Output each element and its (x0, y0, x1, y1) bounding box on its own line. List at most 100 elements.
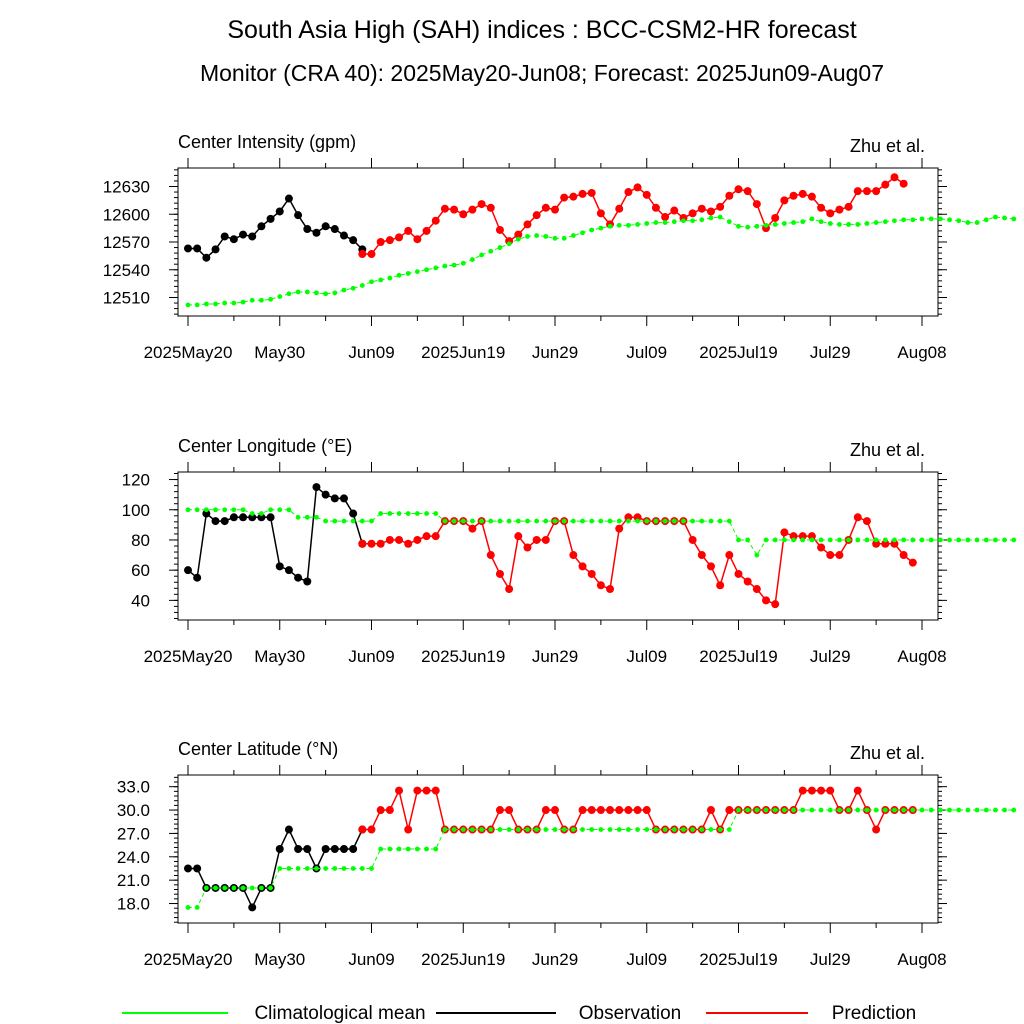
climatology-point (561, 235, 567, 241)
climatology-point (304, 514, 310, 520)
climatology-point (726, 219, 732, 225)
climatology-point (589, 518, 595, 524)
climatology-point (497, 245, 503, 250)
climatology-point (644, 221, 650, 226)
prediction-point (826, 786, 835, 795)
climatology-point (616, 827, 622, 832)
climatology-point (846, 222, 851, 227)
climatology-point (451, 827, 457, 832)
climatology-point (470, 257, 475, 262)
prediction-point (706, 562, 715, 571)
y-tick-label: 80 (131, 531, 150, 550)
climatology-point (561, 827, 567, 832)
climatology-point (424, 267, 429, 273)
climatology-point (259, 297, 264, 303)
prediction-point (606, 806, 615, 815)
climatology-point (671, 827, 677, 832)
x-tick-label: Jun09 (348, 343, 394, 362)
climatology-point (378, 511, 384, 516)
prediction-point (413, 535, 422, 544)
panel-title: Center Latitude (°N) (178, 739, 338, 759)
observation-point (321, 490, 330, 499)
climatology-point (332, 290, 338, 296)
chart-panel-1: Center Intensity (gpm) Zhu et al. 2025May2… (103, 132, 1017, 362)
climatology-point (626, 827, 631, 832)
prediction-point (413, 786, 422, 795)
observation-point (239, 513, 248, 522)
prediction-point (890, 173, 899, 182)
climatology-point (662, 827, 668, 832)
climatology-point (387, 511, 393, 516)
observation-point (248, 903, 257, 912)
prediction-point (835, 205, 844, 214)
prediction-point (853, 513, 862, 522)
prediction-point (817, 786, 826, 795)
climatology-point (846, 807, 851, 813)
climatology-point (314, 514, 319, 520)
observation-point (349, 509, 358, 518)
climatology-point (607, 223, 613, 229)
climatology-point (800, 807, 806, 813)
climatology-point (873, 220, 879, 225)
climatology-point (598, 225, 604, 231)
prediction-point (633, 806, 642, 815)
prediction-point (541, 535, 550, 544)
legend-label: Climatological mean (254, 1003, 425, 1024)
climatology-point (515, 518, 521, 524)
prediction-point (376, 238, 385, 246)
climatology-point (937, 807, 943, 813)
climatology-point (993, 807, 998, 813)
climatology-point (314, 866, 319, 871)
climatology-point (956, 807, 962, 813)
climatology-point (543, 827, 549, 832)
climatology-series (185, 807, 1017, 910)
observation-series (184, 194, 367, 262)
prediction-point (899, 551, 908, 560)
climatology-point (892, 537, 897, 543)
observation-point (330, 225, 339, 234)
climatology-point (901, 217, 907, 223)
prediction-point (395, 535, 404, 544)
observation-point (184, 864, 192, 873)
prediction-point (551, 806, 559, 815)
climatology-point (194, 507, 200, 513)
climatology-point (203, 885, 209, 891)
climatology-point (470, 827, 475, 832)
prediction-point (376, 806, 385, 815)
prediction-point (688, 209, 697, 218)
credit-label: Zhu et al. (850, 440, 925, 460)
climatology-point (717, 518, 723, 524)
climatology-point (268, 507, 273, 513)
climatology-point (304, 866, 310, 871)
climatology-point (222, 507, 228, 513)
observation-point (303, 577, 312, 586)
climatology-point (470, 518, 475, 524)
prediction-point (358, 539, 367, 548)
prediction-line (362, 176, 905, 255)
climatology-point (974, 807, 980, 813)
observation-point (229, 513, 238, 522)
prediction-point (358, 825, 367, 834)
climatology-point (249, 297, 255, 303)
climatology-point (864, 807, 870, 813)
climatology-point (809, 807, 815, 813)
climatology-point (671, 518, 677, 524)
prediction-point (752, 200, 761, 209)
prediction-point (780, 528, 789, 537)
prediction-point (587, 569, 596, 578)
x-tick-label: Jun29 (532, 343, 578, 362)
climatology-point (1011, 216, 1017, 222)
prediction-point (743, 187, 752, 196)
climatology-point (800, 537, 806, 543)
observation-point (266, 513, 275, 522)
prediction-point (853, 786, 862, 795)
climatology-point (653, 518, 659, 524)
climatology-point (249, 511, 255, 516)
prediction-point (450, 205, 459, 214)
observation-point (303, 845, 312, 853)
observation-point (239, 230, 248, 239)
climatology-point (882, 807, 888, 813)
climatology-point (937, 537, 943, 543)
climatology-point (910, 537, 916, 543)
climatology-point (378, 277, 384, 283)
